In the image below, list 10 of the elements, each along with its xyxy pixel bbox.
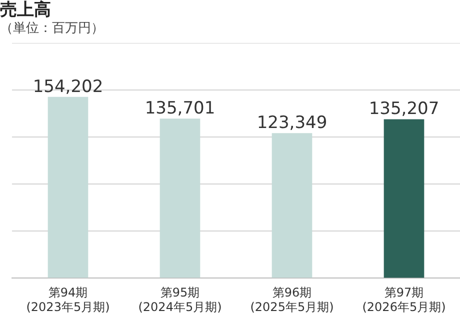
chart-subtitle: （単位：百万円） bbox=[0, 21, 104, 37]
chart-title: 売上高 bbox=[0, 0, 51, 20]
data-label: 154,202 bbox=[32, 76, 104, 97]
x-tick-label: 第95期 (2024年5月期) bbox=[138, 286, 222, 314]
data-label: 135,701 bbox=[144, 98, 216, 119]
data-label: 135,207 bbox=[368, 99, 440, 120]
x-tick-label: 第97期 (2026年5月期) bbox=[362, 286, 446, 314]
data-label: 123,349 bbox=[256, 113, 328, 134]
x-tick-label: 第96期 (2025年5月期) bbox=[250, 286, 334, 314]
x-tick-label: 第94期 (2023年5月期) bbox=[26, 286, 110, 314]
